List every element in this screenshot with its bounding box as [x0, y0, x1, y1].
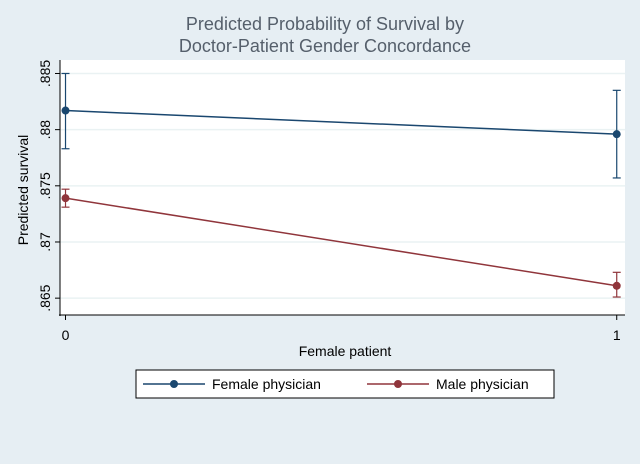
series-layer	[61, 72, 621, 298]
y-tick-label-4: .885	[37, 60, 53, 87]
legend-box	[135, 369, 555, 399]
y-tick-label-0: .865	[37, 284, 53, 311]
y-tick-label-3: .88	[37, 120, 53, 140]
data-point-female-physician-0	[61, 106, 70, 115]
data-point-female-physician-1	[612, 130, 621, 139]
x-axis-label: Female patient	[299, 343, 392, 359]
chart-title-line-2: Doctor-Patient Gender Concordance	[179, 36, 471, 56]
y-tick-label-1: .87	[37, 232, 53, 252]
data-point-male-physician-0	[61, 194, 70, 203]
series-line-female-physician	[65, 109, 617, 135]
data-point-male-physician-1	[612, 281, 621, 290]
plot-area	[60, 60, 625, 315]
x-tick-label-0: 0	[62, 327, 70, 343]
legend: Female physician Male physician	[135, 369, 555, 399]
chart-title-line-1: Predicted Probability of Survival by	[186, 14, 464, 34]
series-line-male-physician	[65, 197, 617, 287]
y-axis-label: Predicted survival	[15, 135, 31, 246]
legend-label-male-physician: Male physician	[436, 376, 529, 392]
axes: .865 .87 .875 .88 .885 0 1	[37, 60, 625, 343]
x-tick-label-1: 1	[613, 327, 621, 343]
y-tick-label-2: .875	[37, 172, 53, 199]
legend-label-female-physician: Female physician	[212, 376, 321, 392]
legend-marker-male-physician	[394, 380, 402, 388]
grid-lines	[60, 72, 625, 299]
legend-marker-female-physician	[170, 380, 178, 388]
